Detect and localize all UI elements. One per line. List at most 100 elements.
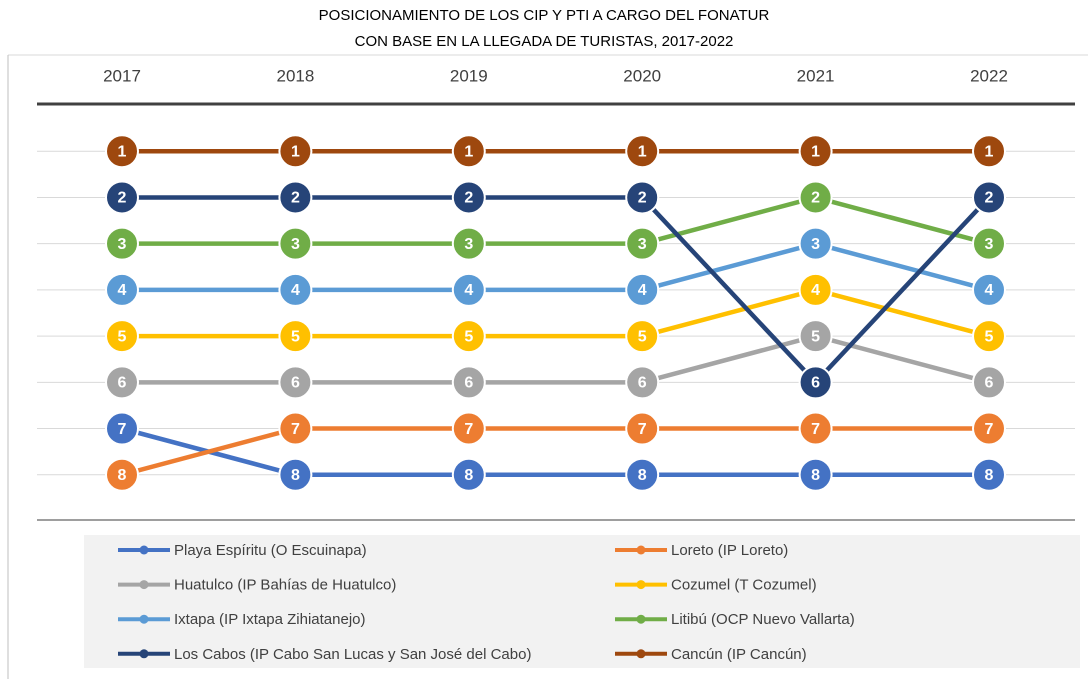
rank-label: 1 xyxy=(638,143,647,160)
legend-label: Huatulco (IP Bahías de Huatulco) xyxy=(174,577,396,594)
legend-swatch-dot xyxy=(636,649,646,659)
legend-swatch-dot xyxy=(636,614,646,624)
rank-marker xyxy=(278,457,313,492)
rank-marker xyxy=(972,319,1006,354)
rank-marker xyxy=(625,365,660,400)
rank-label: 1 xyxy=(985,143,994,160)
rank-label: 1 xyxy=(811,143,820,160)
rank-marker xyxy=(798,319,833,354)
chart-title: POSICIONAMIENTO DE LOS CIP Y PTI A CARGO… xyxy=(319,7,770,24)
rank-marker xyxy=(798,272,833,307)
rank-marker xyxy=(798,226,833,261)
rank-marker xyxy=(451,226,486,261)
rank-label: 4 xyxy=(291,282,300,299)
rank-marker xyxy=(105,134,139,169)
chart-subtitle: CON BASE EN LA LLEGADA DE TURISTAS, 2017… xyxy=(355,33,734,50)
rank-label: 7 xyxy=(291,421,300,438)
rank-marker xyxy=(278,134,313,169)
rank-marker xyxy=(278,319,313,354)
legend-swatch-dot xyxy=(139,580,149,590)
rank-marker xyxy=(972,457,1006,492)
rank-marker xyxy=(278,272,313,307)
rank-label: 8 xyxy=(464,467,473,484)
legend-swatch-dot xyxy=(636,580,646,590)
rank-label: 8 xyxy=(811,467,820,484)
legend-swatch-dot xyxy=(139,649,149,659)
rank-label: 6 xyxy=(118,375,127,392)
rank-label: 7 xyxy=(985,421,994,438)
series-line xyxy=(122,195,991,385)
series-line xyxy=(121,426,989,478)
rank-label: 5 xyxy=(985,328,994,345)
rank-marker xyxy=(625,272,660,307)
rank-marker xyxy=(105,226,139,261)
legend-label: Litibú (OCP Nuevo Vallarta) xyxy=(671,611,855,628)
rank-label: 6 xyxy=(291,375,300,392)
rank-marker xyxy=(278,411,313,446)
rank-label: 7 xyxy=(464,421,473,438)
x-tick-label: 2021 xyxy=(797,66,835,85)
rank-marker xyxy=(798,365,833,400)
rank-label: 3 xyxy=(291,236,300,253)
x-tick-label: 2022 xyxy=(970,66,1008,85)
rank-marker xyxy=(451,319,486,354)
legend-label: Cozumel (T Cozumel) xyxy=(671,577,817,594)
rank-marker xyxy=(625,180,660,215)
rank-label: 3 xyxy=(638,236,647,253)
rank-label: 1 xyxy=(291,143,300,160)
legend-label: Cancún (IP Cancún) xyxy=(671,646,807,663)
rank-marker xyxy=(451,365,486,400)
legend-label: Ixtapa (IP Ixtapa Zihiatanejo) xyxy=(174,611,366,628)
rank-marker xyxy=(625,134,660,169)
rank-marker xyxy=(972,226,1006,261)
rank-marker xyxy=(972,134,1006,169)
rank-label: 6 xyxy=(985,375,994,392)
x-tick-label: 2019 xyxy=(450,66,488,85)
rank-marker xyxy=(105,180,139,215)
rank-marker xyxy=(798,457,833,492)
rank-marker xyxy=(972,411,1006,446)
rank-label: 6 xyxy=(464,375,473,392)
rank-label: 6 xyxy=(811,375,820,392)
rank-marker xyxy=(105,411,139,446)
rank-marker xyxy=(451,272,486,307)
rank-label: 8 xyxy=(118,467,127,484)
x-tick-label: 2020 xyxy=(623,66,661,85)
rank-label: 2 xyxy=(811,190,820,207)
rank-label: 3 xyxy=(118,236,127,253)
rank-marker xyxy=(451,457,486,492)
legend-swatch-dot xyxy=(139,545,149,555)
rank-label: 8 xyxy=(291,467,300,484)
rank-label: 2 xyxy=(118,190,127,207)
rank-marker xyxy=(972,272,1006,307)
rank-label: 4 xyxy=(464,282,473,299)
legend-label: Playa Espíritu (O Escuinapa) xyxy=(174,542,367,559)
rank-label: 4 xyxy=(118,282,127,299)
rank-label: 2 xyxy=(985,190,994,207)
rank-marker xyxy=(278,365,313,400)
series-line xyxy=(122,287,990,339)
series-line xyxy=(121,426,989,477)
rank-label: 1 xyxy=(464,143,473,160)
rank-marker xyxy=(278,226,313,261)
legend-swatch-dot xyxy=(139,614,149,624)
rank-marker xyxy=(625,411,660,446)
x-tick-label: 2018 xyxy=(276,66,314,85)
rank-label: 3 xyxy=(985,236,994,253)
rank-marker xyxy=(798,411,833,446)
rank-label: 5 xyxy=(638,328,647,345)
rank-label: 5 xyxy=(811,328,820,345)
legend-label: Loreto (IP Loreto) xyxy=(671,542,788,559)
rank-marker xyxy=(278,180,313,215)
rank-label: 5 xyxy=(464,328,473,345)
rank-label: 2 xyxy=(291,190,300,207)
rank-marker xyxy=(625,319,660,354)
rank-marker xyxy=(105,272,139,307)
legend-swatch-dot xyxy=(636,545,646,555)
legend-label: Los Cabos (IP Cabo San Lucas y San José … xyxy=(174,646,531,663)
rank-label: 6 xyxy=(638,375,647,392)
rank-marker xyxy=(798,180,833,215)
rank-marker xyxy=(451,180,486,215)
rank-label: 5 xyxy=(118,328,127,345)
rank-label: 4 xyxy=(638,282,647,299)
